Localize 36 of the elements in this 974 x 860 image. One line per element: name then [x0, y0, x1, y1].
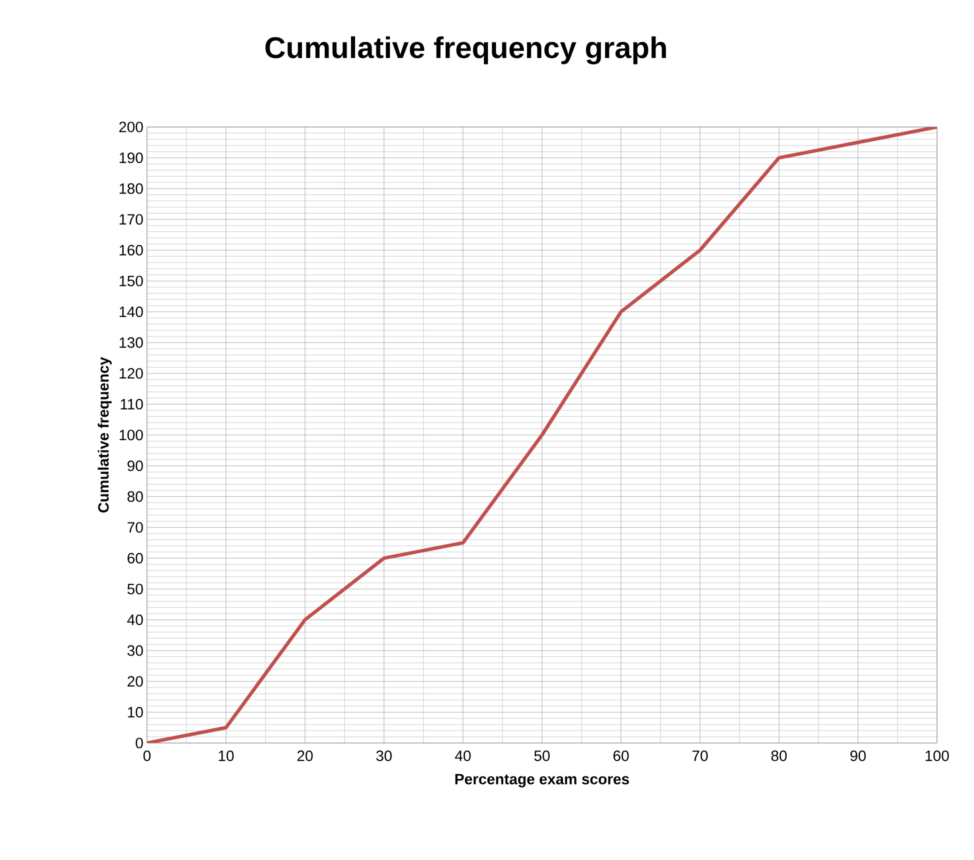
x-tick-label: 60 [613, 750, 629, 762]
y-tick-label: 0 [136, 738, 143, 748]
x-tick-label: 90 [850, 750, 866, 762]
y-tick-label: 80 [128, 491, 143, 502]
y-tick-label: 160 [120, 244, 143, 256]
y-tick-label: 110 [120, 398, 143, 410]
y-tick-label: 90 [128, 460, 143, 472]
y-tick-label: 40 [127, 614, 143, 626]
y-tick-label: 10 [128, 706, 143, 718]
y-tick-label: 20 [128, 676, 143, 687]
x-tick-label: 50 [534, 750, 550, 762]
x-tick-label: 10 [218, 750, 234, 762]
line-series [147, 126, 938, 743]
y-axis-title: Cumulative frequency [98, 357, 112, 512]
y-tick-label: 190 [120, 152, 143, 164]
chart-title: Cumulative frequency graph [265, 36, 666, 64]
x-tick-label: 40 [455, 750, 471, 762]
y-tick-label: 60 [128, 552, 143, 564]
y-tick-label: 130 [120, 337, 143, 348]
y-tick-label: 200 [119, 122, 143, 132]
y-tick-label: 180 [120, 183, 143, 194]
y-tick-label: 50 [127, 584, 143, 594]
y-tick-label: 100 [120, 430, 143, 440]
x-axis-title: Percentage exam scores [455, 774, 629, 788]
y-tick-label: 30 [127, 645, 143, 656]
y-tick-label: 70 [128, 522, 143, 533]
x-tick-label: 80 [771, 750, 787, 762]
y-tick-label: 140 [120, 306, 143, 318]
y-tick-label: 120 [120, 368, 143, 379]
x-tick-label: 70 [692, 750, 708, 762]
y-tick-label: 170 [120, 214, 143, 225]
x-tick-label: 20 [297, 750, 313, 762]
x-tick-label: 100 [926, 750, 949, 762]
x-tick-label: 30 [376, 750, 392, 762]
x-tick-label: 0 [143, 750, 151, 762]
y-tick-label: 150 [120, 276, 143, 286]
